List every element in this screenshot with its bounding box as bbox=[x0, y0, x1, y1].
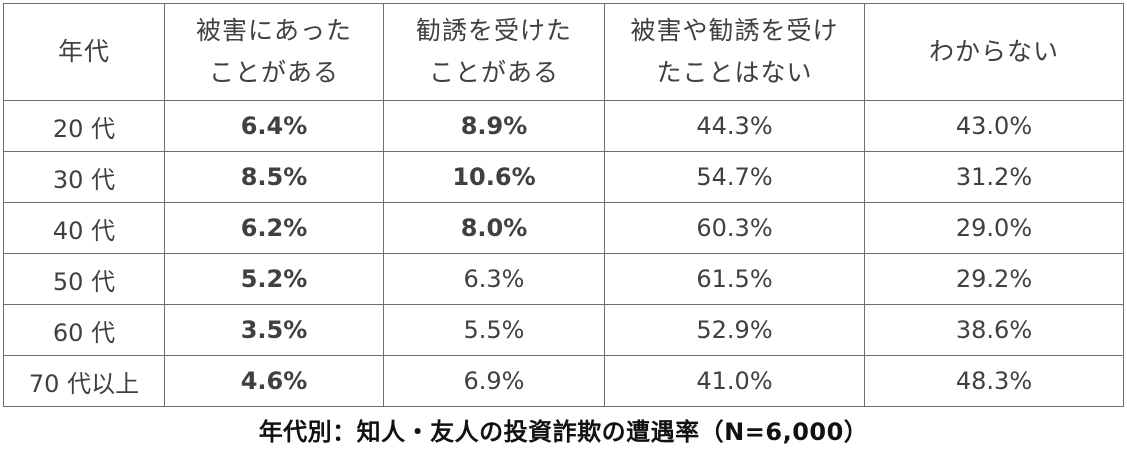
value-cell-neither: 52.9% bbox=[604, 304, 865, 356]
header-solicited: 勧誘を受けた ことがある bbox=[383, 3, 605, 101]
header-neither-line1: 被害や勧誘を受け bbox=[630, 16, 839, 45]
survey-table: 年代 被害にあった ことがある 勧誘を受けた ことがある 被害や勧誘を受け たこ… bbox=[3, 3, 1124, 407]
age-cell: 20 代 bbox=[3, 100, 165, 152]
age-cell: 30 代 bbox=[3, 151, 165, 203]
age-cell: 50 代 bbox=[3, 253, 165, 305]
value-cell-solicited: 6.9% bbox=[383, 355, 605, 407]
table-row: 50 代 5.2% 6.3% 61.5% 29.2% bbox=[3, 253, 1124, 305]
value-cell-unknown: 29.2% bbox=[864, 253, 1124, 305]
table-row: 30 代 8.5% 10.6% 54.7% 31.2% bbox=[3, 151, 1124, 203]
value-cell-neither: 60.3% bbox=[604, 202, 865, 254]
value-cell-solicited: 5.5% bbox=[383, 304, 605, 356]
header-age: 年代 bbox=[3, 3, 165, 101]
table-row: 60 代 3.5% 5.5% 52.9% 38.6% bbox=[3, 304, 1124, 356]
header-solicited-line2: ことがある bbox=[428, 58, 559, 87]
value-cell-unknown: 29.0% bbox=[864, 202, 1124, 254]
header-neither: 被害や勧誘を受け たことはない bbox=[604, 3, 865, 101]
value-cell-neither: 61.5% bbox=[604, 253, 865, 305]
value-cell-neither: 44.3% bbox=[604, 100, 865, 152]
value-cell-solicited: 8.0% bbox=[383, 202, 605, 254]
table-row: 70 代以上 4.6% 6.9% 41.0% 48.3% bbox=[3, 355, 1124, 407]
value-cell-damaged: 5.2% bbox=[164, 253, 384, 305]
chart-title: 年代別：知人・友人の投資詐欺の遭遇率（N=6,000） bbox=[258, 418, 869, 446]
header-unknown-label: わからない bbox=[928, 37, 1059, 66]
age-cell: 40 代 bbox=[3, 202, 165, 254]
header-age-label: 年代 bbox=[57, 37, 110, 66]
header-unknown: わからない bbox=[864, 3, 1124, 101]
header-solicited-line1: 勧誘を受けた bbox=[415, 16, 572, 45]
header-neither-line2: たことはない bbox=[656, 58, 813, 87]
value-cell-neither: 41.0% bbox=[604, 355, 865, 407]
value-cell-unknown: 31.2% bbox=[864, 151, 1124, 203]
value-cell-neither: 54.7% bbox=[604, 151, 865, 203]
age-cell: 60 代 bbox=[3, 304, 165, 356]
value-cell-unknown: 48.3% bbox=[864, 355, 1124, 407]
value-cell-damaged: 6.4% bbox=[164, 100, 384, 152]
value-cell-damaged: 4.6% bbox=[164, 355, 384, 407]
value-cell-unknown: 38.6% bbox=[864, 304, 1124, 356]
value-cell-solicited: 6.3% bbox=[383, 253, 605, 305]
value-cell-damaged: 6.2% bbox=[164, 202, 384, 254]
header-row: 年代 被害にあった ことがある 勧誘を受けた ことがある 被害や勧誘を受け たこ… bbox=[3, 3, 1124, 101]
header-damaged-line2: ことがある bbox=[208, 58, 339, 87]
age-cell: 70 代以上 bbox=[3, 355, 165, 407]
value-cell-damaged: 3.5% bbox=[164, 304, 384, 356]
header-damaged: 被害にあった ことがある bbox=[164, 3, 384, 101]
value-cell-solicited: 8.9% bbox=[383, 100, 605, 152]
table-body: 20 代 6.4% 8.9% 44.3% 43.0% 30 代 8.5% 10.6% 54.7%… bbox=[3, 100, 1124, 407]
value-cell-unknown: 43.0% bbox=[864, 100, 1124, 152]
table-row: 20 代 6.4% 8.9% 44.3% 43.0% bbox=[3, 100, 1124, 152]
header-damaged-line1: 被害にあった bbox=[195, 16, 352, 45]
value-cell-solicited: 10.6% bbox=[383, 151, 605, 203]
table-row: 40 代 6.2% 8.0% 60.3% 29.0% bbox=[3, 202, 1124, 254]
value-cell-damaged: 8.5% bbox=[164, 151, 384, 203]
